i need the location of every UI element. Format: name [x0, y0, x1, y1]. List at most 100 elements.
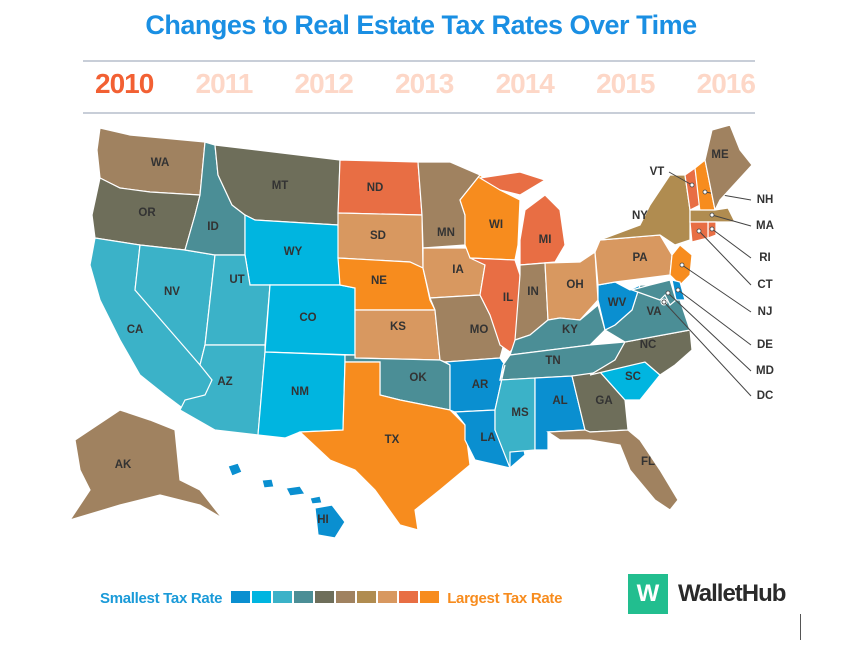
- state-label-co: CO: [299, 312, 316, 324]
- state-label-ky: KY: [562, 324, 578, 336]
- leader-dot: [689, 182, 695, 188]
- state-label-fl: FL: [641, 456, 655, 468]
- state-label-ri: RI: [759, 252, 771, 264]
- leader-line: [668, 171, 693, 186]
- state-nh[interactable]: NH: [694, 158, 773, 213]
- state-label-ut: UT: [229, 274, 244, 286]
- state-label-wa: WA: [151, 157, 170, 169]
- state-shape-nc[interactable]: [589, 329, 693, 376]
- state-tx[interactable]: TX: [298, 361, 471, 531]
- year-tab-2016[interactable]: 2016: [696, 68, 756, 99]
- state-wy[interactable]: WY: [244, 214, 341, 286]
- state-label-ks: KS: [390, 321, 406, 333]
- state-label-or: OR: [138, 207, 156, 219]
- state-label-ca: CA: [127, 324, 144, 336]
- state-il[interactable]: IL: [469, 257, 521, 353]
- legend: Smallest Tax Rate Largest Tax Rate: [100, 590, 562, 607]
- state-label-ma: MA: [756, 220, 774, 232]
- state-label-mo: MO: [470, 324, 489, 336]
- state-nm[interactable]: NM: [257, 351, 346, 439]
- state-shape-me[interactable]: [704, 124, 753, 212]
- legend-swatch-7: [378, 591, 398, 603]
- state-label-ny: NY: [632, 210, 648, 222]
- state-shape-ks[interactable]: [354, 309, 441, 361]
- state-mo[interactable]: MO: [429, 294, 506, 363]
- state-de[interactable]: DE: [671, 279, 773, 351]
- state-shape-mi[interactable]: [519, 194, 566, 266]
- state-mi[interactable]: MI: [478, 171, 566, 266]
- state-shape-hi[interactable]: [261, 478, 275, 489]
- state-shape-hi[interactable]: [227, 462, 243, 477]
- state-label-sd: SD: [370, 230, 386, 242]
- leader-dot: [661, 299, 667, 305]
- state-ct[interactable]: CT: [689, 221, 773, 291]
- state-shape-mi[interactable]: [478, 171, 547, 196]
- state-label-wy: WY: [284, 246, 303, 258]
- state-shape-hi[interactable]: [309, 495, 323, 505]
- year-tab-2010[interactable]: 2010: [95, 68, 154, 99]
- state-ak[interactable]: AK: [68, 409, 223, 522]
- state-label-az: AZ: [217, 376, 232, 388]
- state-label-la: LA: [480, 432, 495, 444]
- state-label-nd: ND: [367, 182, 384, 194]
- state-md[interactable]: MD: [630, 279, 774, 377]
- year-tab-2014[interactable]: 2014: [495, 68, 555, 99]
- state-shape-il[interactable]: [469, 257, 521, 353]
- state-label-ok: OK: [409, 372, 427, 384]
- state-ma[interactable]: MA: [689, 207, 774, 232]
- divider-bottom: [83, 112, 755, 114]
- state-label-nj: NJ: [758, 306, 773, 318]
- state-label-de: DE: [757, 339, 773, 351]
- state-shape-md[interactable]: [630, 279, 677, 306]
- state-ri[interactable]: RI: [707, 221, 771, 264]
- chart-title: Changes to Real Estate Tax Rates Over Ti…: [145, 10, 697, 40]
- state-me[interactable]: ME: [704, 124, 753, 212]
- divider-top: [83, 60, 755, 62]
- state-shape-tx[interactable]: [298, 361, 471, 531]
- logo-text: WalletHub: [678, 580, 786, 607]
- state-shape-fl[interactable]: [546, 429, 679, 511]
- state-fl[interactable]: FL: [546, 429, 679, 511]
- state-nd[interactable]: ND: [337, 159, 423, 216]
- state-hi[interactable]: HI: [227, 462, 346, 539]
- state-ne[interactable]: NE: [337, 257, 436, 311]
- state-shape-ak[interactable]: [68, 409, 223, 522]
- year-tab-2011[interactable]: 2011: [195, 68, 254, 99]
- legend-swatch-3: [294, 591, 314, 603]
- year-tab-2015[interactable]: 2015: [596, 68, 655, 99]
- leader-line: [667, 292, 752, 372]
- state-co[interactable]: CO: [264, 284, 356, 356]
- state-nc[interactable]: NC: [589, 329, 693, 376]
- state-dc[interactable]: DC: [660, 298, 774, 402]
- legend-swatches: [231, 590, 441, 607]
- leader-line: [663, 301, 752, 397]
- state-shape-hi[interactable]: [285, 485, 307, 497]
- state-shape-hi[interactable]: [314, 504, 346, 539]
- state-shape-ms[interactable]: [494, 364, 536, 469]
- state-ks[interactable]: KS: [354, 309, 441, 361]
- legend-swatch-8: [399, 591, 419, 603]
- state-label-id: ID: [207, 221, 219, 233]
- state-shape-az[interactable]: [179, 344, 266, 436]
- state-label-va: VA: [646, 306, 661, 318]
- state-nj[interactable]: NJ: [669, 244, 773, 318]
- year-selector: 2010 2011 2012 2013 2014 2015 2016: [95, 68, 756, 100]
- leader-line: [711, 214, 752, 227]
- leader-dot: [675, 287, 681, 293]
- state-ny[interactable]: NY: [599, 174, 691, 246]
- year-tab-2013[interactable]: 2013: [395, 68, 454, 99]
- state-label-ms: MS: [511, 407, 529, 419]
- year-tab-2012[interactable]: 2012: [294, 68, 354, 99]
- state-ar[interactable]: AR: [443, 357, 506, 413]
- legend-swatch-4: [315, 591, 335, 603]
- state-oh[interactable]: OH: [544, 250, 599, 321]
- state-pa[interactable]: PA: [594, 234, 673, 286]
- state-label-mn: MN: [437, 227, 455, 239]
- state-label-pa: PA: [632, 252, 647, 264]
- legend-swatch-1: [252, 591, 272, 603]
- state-wv[interactable]: WV: [597, 281, 642, 331]
- state-az[interactable]: AZ: [179, 344, 266, 436]
- state-label-dc: DC: [757, 390, 774, 402]
- state-ms[interactable]: MS: [494, 364, 536, 469]
- leader-dot: [696, 228, 702, 234]
